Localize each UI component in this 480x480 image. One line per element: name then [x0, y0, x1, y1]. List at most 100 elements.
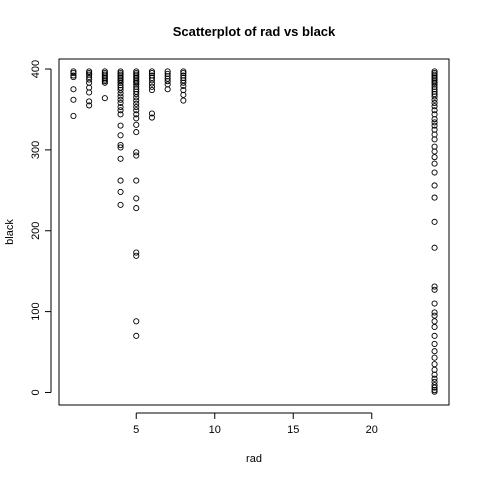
data-point — [117, 201, 124, 208]
data-point — [101, 78, 108, 85]
data-point — [431, 107, 438, 114]
data-point — [431, 286, 438, 293]
data-point — [117, 177, 124, 184]
data-point — [180, 82, 187, 90]
data-point — [431, 318, 438, 325]
data-point — [164, 86, 171, 93]
y-axis: 0 100 200 300 400 — [30, 60, 52, 396]
y-tick-label: 0 — [30, 389, 42, 395]
data-point — [431, 354, 438, 361]
data-point — [70, 112, 77, 119]
data-point — [133, 103, 140, 111]
data-point — [148, 83, 155, 90]
data-point — [117, 132, 124, 139]
data-point — [117, 103, 124, 111]
data-point — [431, 388, 438, 395]
data-point — [148, 87, 155, 94]
data-point — [431, 116, 438, 123]
chart-title: Scatterplot of rad vs black — [173, 24, 336, 39]
data-point — [431, 119, 438, 126]
data-point — [431, 323, 438, 331]
data-point — [133, 115, 140, 122]
data-point — [117, 188, 124, 195]
data-point — [431, 122, 438, 129]
data-point — [133, 78, 140, 85]
data-point — [431, 375, 438, 382]
data-point — [180, 79, 187, 86]
data-point — [133, 252, 140, 259]
data-point — [133, 111, 140, 118]
data-point — [101, 95, 108, 102]
data-point — [431, 378, 438, 386]
data-point — [148, 68, 155, 75]
x-tick-label: 20 — [366, 424, 378, 436]
data-point — [164, 75, 171, 82]
data-point — [431, 148, 438, 155]
data-point — [117, 93, 124, 100]
data-point — [431, 169, 438, 176]
data-point — [101, 79, 108, 86]
data-point — [431, 218, 438, 225]
data-point — [431, 136, 438, 143]
data-point — [180, 97, 187, 104]
data-point — [431, 300, 438, 307]
data-point — [101, 76, 108, 83]
data-point — [117, 87, 124, 94]
plot-area-border — [58, 58, 450, 406]
x-axis: 5 10 15 20 — [133, 412, 378, 436]
data-point — [431, 103, 438, 110]
data-point — [133, 318, 140, 325]
y-tick-label: 400 — [30, 60, 42, 78]
data-point — [86, 89, 93, 96]
data-point — [133, 177, 140, 184]
data-point — [117, 90, 124, 97]
data-points — [70, 68, 438, 395]
data-point — [431, 371, 438, 378]
data-point — [431, 348, 438, 355]
data-point — [117, 76, 124, 83]
data-point — [133, 100, 140, 107]
data-point — [117, 122, 124, 129]
x-tick-label: 5 — [133, 424, 139, 436]
x-tick-label: 10 — [209, 424, 221, 436]
data-point — [117, 141, 124, 149]
data-point — [133, 107, 140, 114]
data-point — [431, 91, 438, 98]
data-point — [431, 340, 438, 348]
x-tick-label: 15 — [287, 424, 299, 436]
data-point — [117, 99, 124, 107]
data-point — [431, 283, 438, 290]
data-point — [117, 155, 124, 162]
data-point — [133, 91, 140, 98]
data-point — [148, 114, 155, 121]
data-point — [86, 68, 93, 75]
data-point — [431, 312, 438, 319]
data-point — [86, 76, 93, 83]
data-point — [431, 194, 438, 201]
y-tick-label: 300 — [30, 141, 42, 159]
data-point — [431, 93, 438, 100]
data-point — [431, 332, 438, 339]
data-point — [70, 68, 77, 75]
x-axis-label: rad — [246, 453, 262, 465]
data-point — [148, 80, 155, 87]
data-point — [431, 154, 438, 161]
data-point — [86, 70, 93, 77]
data-point — [431, 99, 438, 107]
y-tick-label: 200 — [30, 222, 42, 240]
data-point — [117, 107, 124, 114]
data-point — [431, 96, 438, 103]
data-point — [70, 86, 77, 93]
data-point — [133, 205, 140, 212]
data-point — [180, 68, 187, 75]
data-point — [133, 88, 140, 95]
data-point — [133, 129, 140, 136]
data-point — [117, 144, 124, 151]
data-point — [164, 78, 171, 85]
data-point — [431, 182, 438, 189]
data-point — [70, 96, 77, 103]
data-point — [133, 97, 140, 104]
data-point — [431, 309, 438, 316]
data-point — [133, 79, 140, 86]
